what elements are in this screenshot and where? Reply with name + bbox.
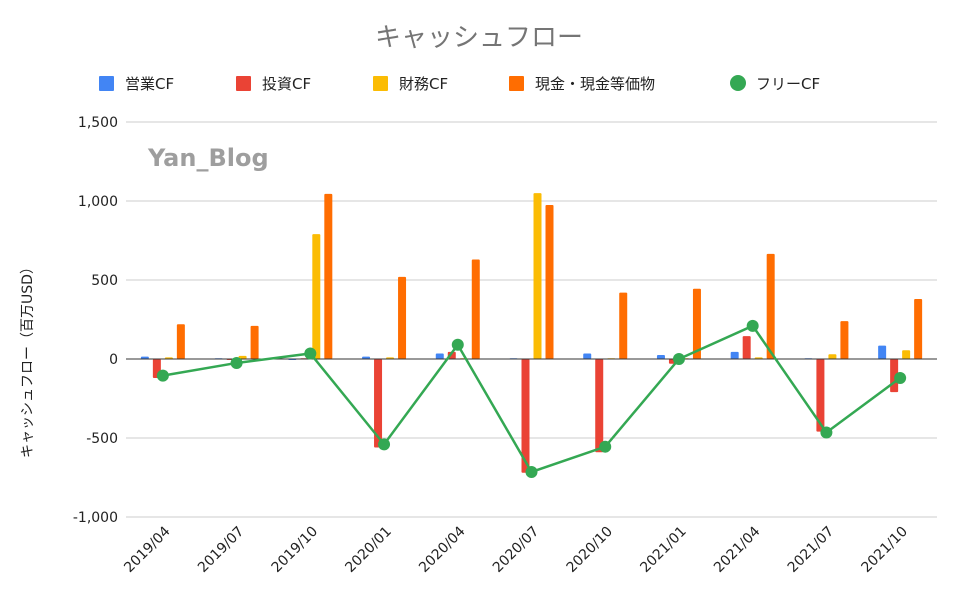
y-tick-label: -500 xyxy=(86,431,118,447)
y-tick-label: 500 xyxy=(91,273,118,289)
bar xyxy=(692,288,701,359)
bar xyxy=(324,193,333,359)
bar xyxy=(828,354,837,359)
line-point xyxy=(230,356,243,369)
legend-swatch xyxy=(236,76,251,91)
legend-swatch xyxy=(99,76,114,91)
x-tick-label: 2019/04 xyxy=(121,523,174,576)
bar xyxy=(656,355,665,359)
legend-label: フリーCF xyxy=(756,75,820,93)
y-tick-label: 0 xyxy=(109,352,118,368)
grid-lines xyxy=(126,121,937,518)
bar xyxy=(250,325,259,359)
legend-swatch xyxy=(373,76,388,91)
bar xyxy=(398,276,407,359)
bar xyxy=(521,359,530,473)
line-point xyxy=(820,426,833,439)
bar xyxy=(742,336,751,359)
bar xyxy=(140,356,149,359)
bar xyxy=(816,359,825,432)
legend-label: 営業CF xyxy=(125,75,174,93)
legend-swatch xyxy=(509,76,524,91)
line-point xyxy=(672,353,685,365)
bar xyxy=(533,193,542,359)
legend-label: 財務CF xyxy=(399,75,448,93)
bar xyxy=(176,324,185,359)
x-tick-label: 2020/10 xyxy=(564,524,616,576)
line-point xyxy=(451,338,464,351)
y-tick-label: -1,000 xyxy=(73,510,118,526)
x-tick-label: 2020/01 xyxy=(342,524,394,576)
bar xyxy=(619,292,628,359)
line-point xyxy=(378,438,391,451)
x-tick-label: 2019/07 xyxy=(195,524,247,576)
bar xyxy=(730,351,739,359)
y-tick-label: 1,500 xyxy=(78,115,118,131)
line-point xyxy=(304,347,317,360)
x-tick-label: 2021/10 xyxy=(859,524,911,576)
y-axis-title: キャッシュフロー（百万USD） xyxy=(20,260,36,458)
bar xyxy=(312,234,321,359)
bar xyxy=(545,204,554,359)
bar xyxy=(435,353,444,359)
x-tick-label: 2021/04 xyxy=(711,523,764,576)
bar xyxy=(362,356,371,359)
bar xyxy=(878,345,887,359)
bar xyxy=(471,259,480,359)
bar xyxy=(374,359,383,448)
bar xyxy=(583,353,592,359)
x-tick-label: 2021/07 xyxy=(785,524,837,576)
line-point xyxy=(156,369,169,382)
legend-swatch xyxy=(730,75,746,91)
x-tick-label: 2019/10 xyxy=(269,524,321,576)
line-point xyxy=(525,465,538,478)
y-tick-label: 1,000 xyxy=(78,194,118,210)
bars xyxy=(140,193,923,473)
bar xyxy=(766,253,775,359)
line-point xyxy=(894,371,907,384)
legend-label: 投資CF xyxy=(262,75,311,93)
chart-title: キャッシュフロー xyxy=(375,23,583,53)
bar xyxy=(840,321,849,359)
bar xyxy=(238,355,247,359)
y-axis-ticks: 1,500 1,000 500 0 -500 -1,000 xyxy=(73,115,118,526)
free-cf-line xyxy=(156,319,907,478)
series-line xyxy=(162,324,901,474)
line-point xyxy=(746,319,759,332)
chart-legend: 営業CF 投資CF 財務CF 現金・現金等価物 フリーCF xyxy=(99,75,820,93)
bar xyxy=(595,359,604,453)
watermark: Yan_Blog xyxy=(147,144,269,172)
line-point xyxy=(599,440,612,453)
x-tick-label: 2021/01 xyxy=(637,524,689,576)
bar xyxy=(914,298,923,359)
x-tick-label: 2020/07 xyxy=(490,524,542,576)
legend-label: 現金・現金等価物 xyxy=(535,75,655,93)
x-tick-label: 2020/04 xyxy=(416,523,469,576)
bar xyxy=(902,350,911,359)
x-axis-ticks: 2019/04 2019/07 2019/10 2020/01 2020/04 2020/… xyxy=(121,523,911,576)
